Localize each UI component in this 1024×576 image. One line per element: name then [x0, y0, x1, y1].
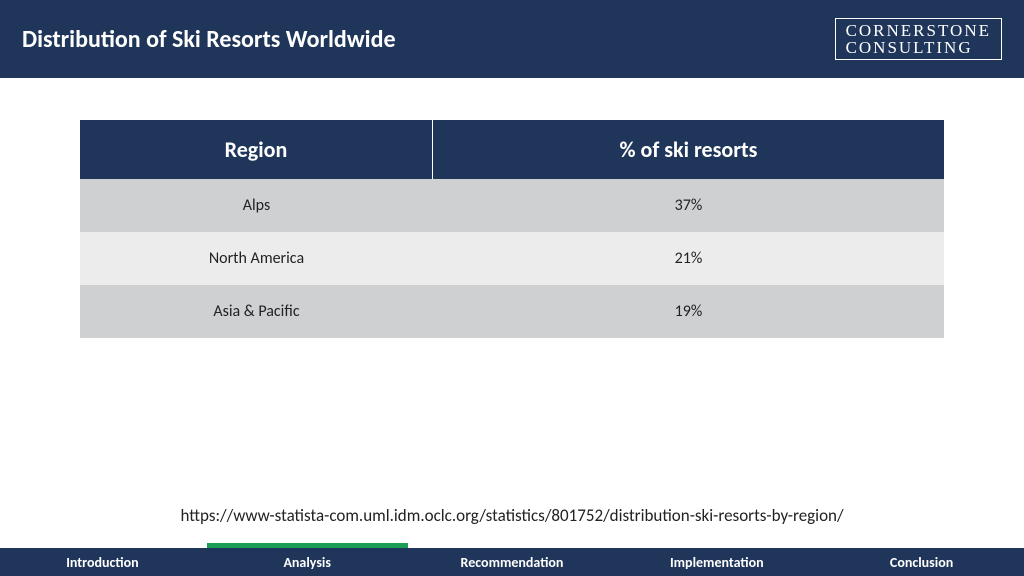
table-header-row: Region % of ski resorts: [80, 120, 944, 179]
tab-recommendation[interactable]: Recommendation: [410, 548, 615, 576]
cell-percent: 37%: [433, 179, 944, 232]
tab-introduction[interactable]: Introduction: [0, 548, 205, 576]
cell-region: Alps: [80, 179, 433, 232]
tab-implementation[interactable]: Implementation: [614, 548, 819, 576]
source-citation: https://www-statista-com.uml.idm.oclc.or…: [0, 505, 1024, 526]
col-percent: % of ski resorts: [433, 120, 944, 179]
cell-region: North America: [80, 232, 433, 285]
slide-title: Distribution of Ski Resorts Worldwide: [22, 25, 396, 54]
content-area: Region % of ski resorts Alps 37% North A…: [80, 120, 944, 338]
slide-header: Distribution of Ski Resorts Worldwide CO…: [0, 0, 1024, 78]
logo-line-2: CONSULTING: [846, 39, 991, 56]
table-row: Asia & Pacific 19%: [80, 285, 944, 338]
table-row: North America 21%: [80, 232, 944, 285]
footer-nav: Introduction Analysis Recommendation Imp…: [0, 548, 1024, 576]
ski-resort-table: Region % of ski resorts Alps 37% North A…: [80, 120, 944, 338]
cell-percent: 19%: [433, 285, 944, 338]
tab-analysis[interactable]: Analysis: [205, 548, 410, 576]
table-row: Alps 37%: [80, 179, 944, 232]
cell-percent: 21%: [433, 232, 944, 285]
cell-region: Asia & Pacific: [80, 285, 433, 338]
tab-conclusion[interactable]: Conclusion: [819, 548, 1024, 576]
col-region: Region: [80, 120, 433, 179]
logo-line-1: CORNERSTONE: [846, 22, 991, 39]
logo: CORNERSTONE CONSULTING: [835, 18, 1002, 60]
